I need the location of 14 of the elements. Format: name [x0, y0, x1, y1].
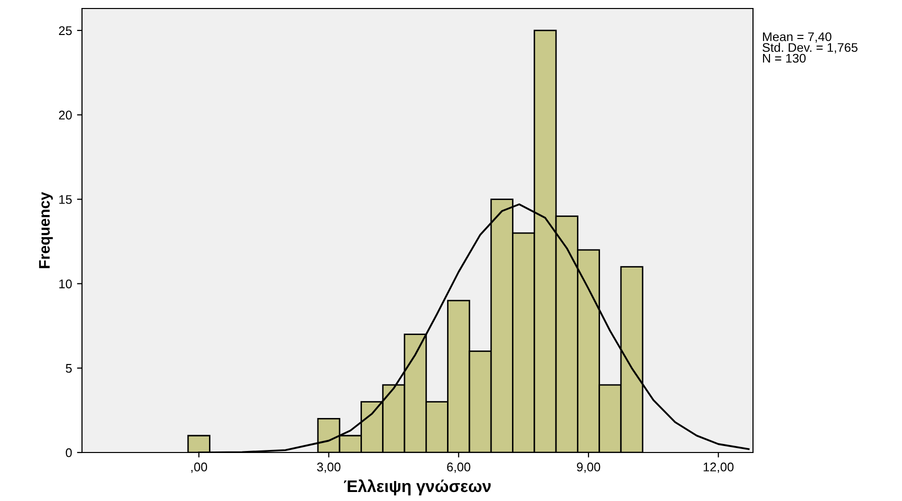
y-axis-title: Frequency	[39, 192, 53, 268]
x-tick-label: ,00	[191, 462, 208, 473]
x-tick-label: 3,00	[317, 462, 340, 473]
x-axis-title: Έλλειψη γνώσεων	[344, 479, 491, 496]
y-tick-label: 10	[59, 279, 72, 288]
y-tick-label: 5	[66, 364, 72, 373]
y-tick-label: 25	[59, 26, 72, 36]
x-tick-label: 12,00	[704, 462, 734, 473]
text: Mean = 7,40 Std. Dev. = 1,765 N = 130	[762, 32, 858, 63]
x-tick-label: 6,00	[447, 462, 470, 473]
y-tick-label: 15	[59, 195, 72, 204]
y-tick-label: 0	[66, 448, 72, 458]
y-tick-label: 20	[59, 110, 72, 120]
x-tick-label: 9,00	[576, 462, 600, 473]
